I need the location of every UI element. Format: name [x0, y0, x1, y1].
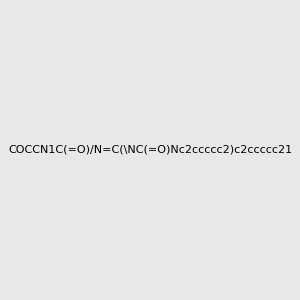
- Text: COCCN1C(=O)/N=C(\NC(=O)Nc2ccccc2)c2ccccc21: COCCN1C(=O)/N=C(\NC(=O)Nc2ccccc2)c2ccccc…: [8, 145, 292, 155]
